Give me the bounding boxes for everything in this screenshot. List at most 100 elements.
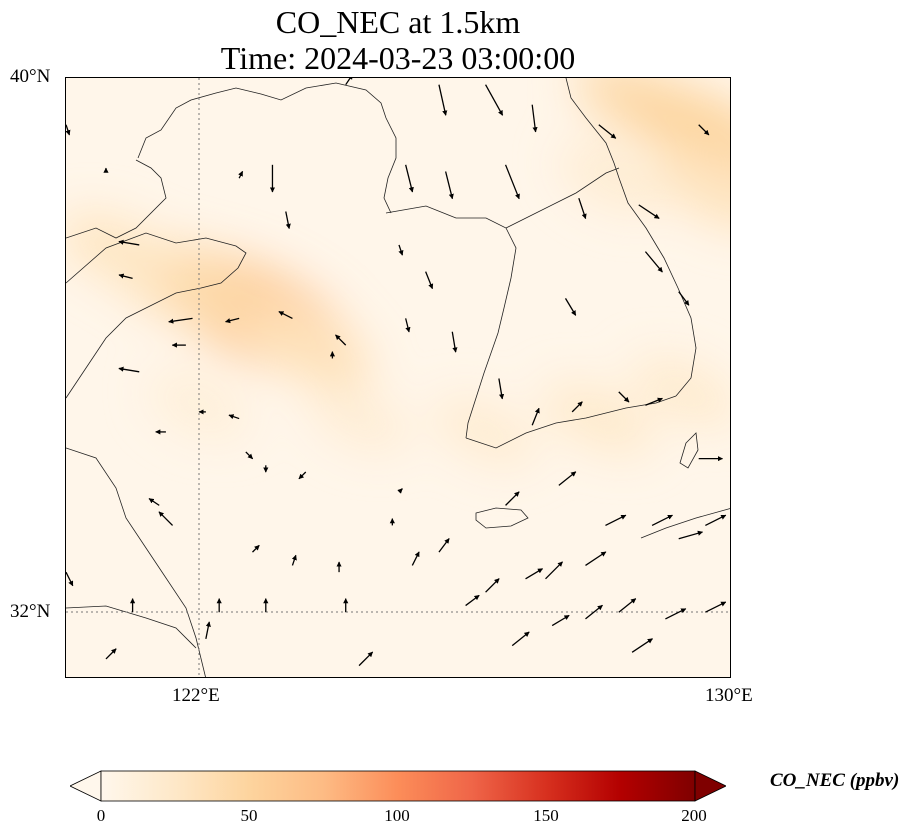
- wind-arrow: [411, 551, 420, 566]
- wind-arrow: [545, 561, 563, 580]
- wind-arrow: [252, 544, 260, 553]
- wind-arrow: [425, 271, 434, 290]
- wind-arrow: [444, 171, 454, 200]
- wind-arrow: [531, 407, 540, 426]
- wind-arrow: [485, 578, 500, 593]
- wind-arrow: [245, 451, 254, 460]
- wind-arrow: [558, 471, 577, 486]
- wind-arrow: [168, 317, 193, 324]
- wind-arrow: [598, 124, 617, 139]
- wind-arrow: [678, 291, 690, 306]
- coast-kyushu: [640, 508, 730, 539]
- wind-arrow: [148, 498, 160, 506]
- wind-arrow: [645, 397, 663, 406]
- wind-arrow: [66, 571, 74, 587]
- wind-arrow: [705, 514, 727, 526]
- wind-arrow: [158, 511, 174, 526]
- wind-arrow: [438, 84, 448, 116]
- map-canvas: [66, 78, 730, 677]
- coast-jiangsu: [66, 447, 206, 677]
- wind-arrow: [397, 488, 403, 494]
- wind-arrow: [504, 164, 520, 200]
- concentration-plume: [543, 382, 655, 455]
- wind-arrow: [345, 78, 353, 86]
- coast-jeju: [475, 507, 529, 529]
- coast-bohai-west: [66, 159, 167, 239]
- wind-arrow: [66, 124, 71, 136]
- coast-liaodong: [137, 82, 397, 214]
- wind-arrow: [651, 514, 673, 526]
- wind-arrow: [398, 244, 404, 256]
- wind-arrow: [511, 631, 530, 647]
- wind-arrow: [571, 401, 583, 413]
- wind-arrow: [585, 551, 607, 567]
- wind-arrow: [578, 197, 587, 220]
- wind-arrow: [644, 251, 663, 273]
- wind-arrow: [118, 239, 140, 246]
- wind-arrow: [118, 366, 140, 373]
- colorbar-tick-0: 0: [96, 806, 106, 825]
- wind-arrow: [228, 414, 240, 420]
- wind-arrow: [438, 538, 450, 553]
- wind-arrow: [531, 104, 538, 133]
- colorbar-tick-150: 150: [533, 806, 559, 825]
- colorbar-extend-low: [69, 770, 102, 802]
- wind-arrow: [618, 598, 637, 613]
- coast-korea-east: [565, 78, 697, 397]
- map-panel: [65, 77, 731, 678]
- wind-arrow: [405, 164, 414, 193]
- concentration-plume: [308, 385, 410, 453]
- wind-arrow: [485, 84, 504, 116]
- chart-subtitle-time: Time: 2024-03-23 03:00:00: [220, 40, 576, 76]
- colorbar-tick-50: 50: [240, 806, 258, 825]
- concentration-plume: [150, 372, 249, 438]
- wind-arrow: [205, 621, 211, 640]
- colorbar-label: CO_NEC (ppbv): [770, 770, 900, 791]
- wind-arrow: [551, 614, 570, 627]
- wind-arrow: [631, 638, 653, 653]
- wind-arrow: [465, 594, 480, 607]
- wind-arrow: [278, 311, 293, 319]
- wind-arrow: [585, 604, 603, 620]
- lat-label-top: 40°N: [10, 66, 51, 87]
- wind-arrow: [451, 331, 458, 353]
- colorbar-svg: [69, 770, 727, 802]
- wind-arrow: [678, 530, 704, 540]
- colorbar: [69, 770, 727, 802]
- wind-arrow: [285, 211, 291, 230]
- concentration-plume: [631, 356, 730, 428]
- wind-arrow: [525, 568, 543, 580]
- concentration-plume: [240, 303, 372, 387]
- coast-korea-south: [465, 395, 677, 449]
- coast-yangtze: [66, 605, 197, 649]
- chart-title: CO_NEC at 1.5km: [275, 4, 521, 40]
- wind-arrow: [335, 334, 347, 346]
- coast-korea-west: [385, 205, 517, 439]
- lon-label-left: 122°E: [172, 685, 220, 706]
- wind-arrow: [705, 601, 727, 613]
- wind-vectors: [66, 78, 727, 667]
- lat-label-bottom: 32°N: [10, 601, 51, 622]
- wind-arrow: [505, 491, 520, 506]
- border-dmz: [505, 167, 620, 229]
- colorbar-tick-200: 200: [681, 806, 707, 825]
- wind-arrow: [225, 317, 240, 324]
- wind-arrow: [665, 608, 687, 620]
- wind-arrow: [298, 471, 307, 480]
- graticule: [66, 78, 730, 677]
- wind-arrow: [618, 391, 630, 403]
- coast-shandong: [66, 232, 247, 399]
- wind-arrow: [405, 318, 411, 333]
- colorbar-extend-high: [694, 770, 727, 802]
- wind-arrow: [498, 378, 505, 400]
- concentration-plume: [656, 151, 730, 232]
- wind-arrow: [291, 554, 297, 566]
- coast-tsushima: [679, 432, 699, 469]
- coastlines: [66, 78, 730, 677]
- wind-arrow: [238, 170, 244, 179]
- wind-arrow: [698, 124, 710, 136]
- lon-label-right: 130°E: [705, 685, 753, 706]
- colorbar-tick-100: 100: [384, 806, 410, 825]
- wind-arrow: [564, 298, 577, 316]
- concentration-layer: [66, 78, 730, 467]
